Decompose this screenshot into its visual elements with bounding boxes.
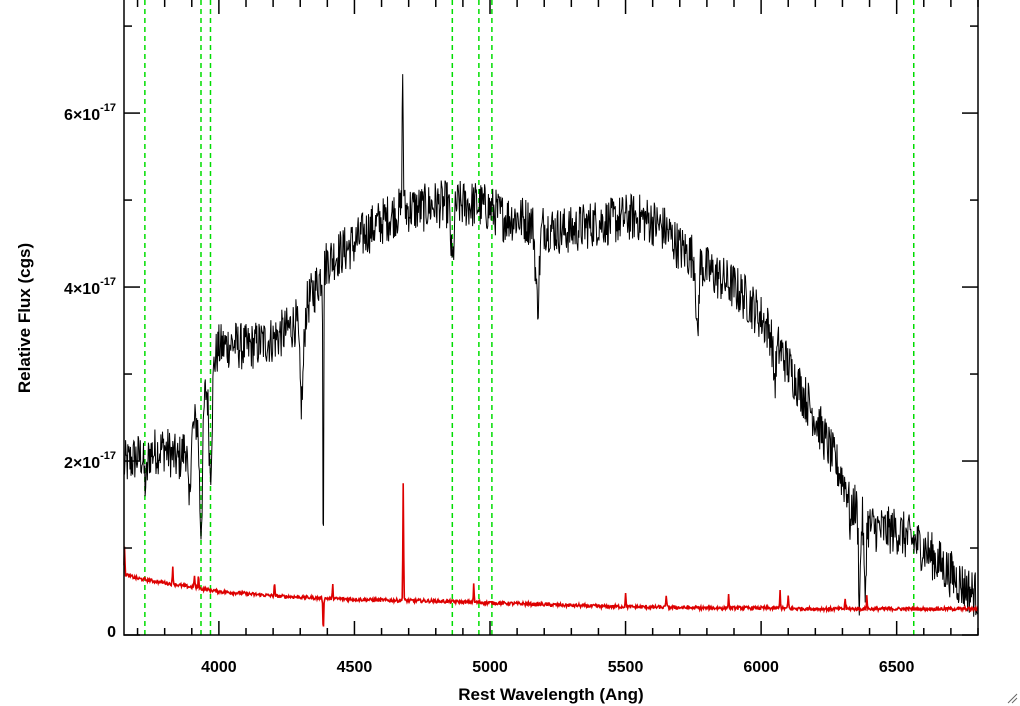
axis-ticks <box>124 0 979 636</box>
x-tick-label: 5000 <box>472 659 508 676</box>
x-tick-labels: 4000 4500 5000 5500 6000 6500 <box>201 659 914 676</box>
x-tick-label: 4000 <box>201 659 237 676</box>
y-tick-labels: 0 2×10-17 4×10-17 6×10-17 <box>64 102 116 641</box>
resize-grip-icon[interactable] <box>1006 692 1018 704</box>
reference-lines <box>144 0 915 635</box>
x-tick-label: 4500 <box>337 659 373 676</box>
y-axis-label: Relative Flux (cgs) <box>15 243 34 393</box>
x-tick-label: 5500 <box>608 659 644 676</box>
y-tick-label: 0 <box>107 624 116 641</box>
x-axis-label: Rest Wavelength (Ang) <box>458 685 643 704</box>
series-line-0 <box>123 74 979 617</box>
x-tick-label: 6000 <box>743 659 779 676</box>
y-tick-label: 6×10-17 <box>64 102 116 124</box>
y-tick-label: 2×10-17 <box>64 450 116 472</box>
series-layer <box>123 74 979 627</box>
x-tick-label: 6500 <box>879 659 915 676</box>
plot-frame <box>123 0 979 636</box>
series-line-1 <box>123 483 979 627</box>
y-tick-label: 4×10-17 <box>64 276 116 298</box>
